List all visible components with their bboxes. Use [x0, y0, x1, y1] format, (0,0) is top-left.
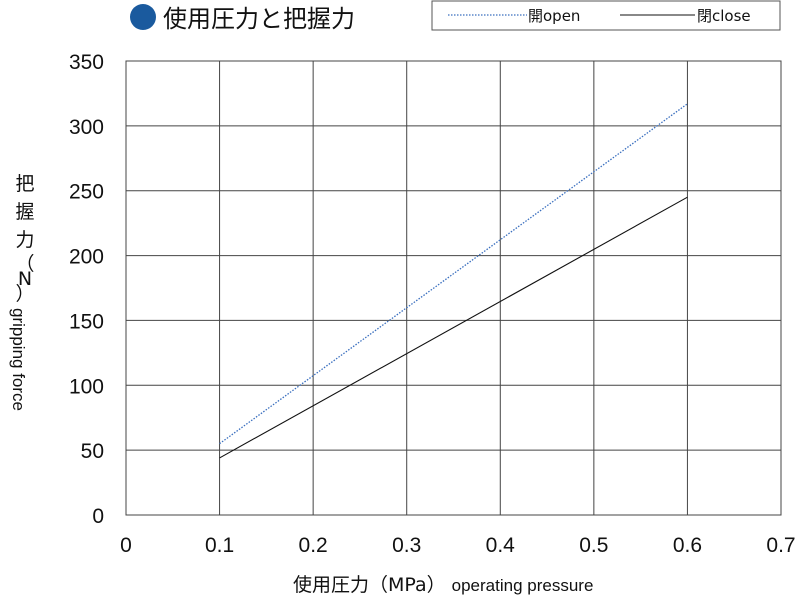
chart-title: 使用圧力と把握力 [163, 5, 355, 33]
x-axis-label-main: 使用圧力（MPa） [293, 574, 446, 596]
x-axis-label-sub: operating pressure [452, 576, 594, 595]
y-axis-label-char: 力 [15, 229, 34, 251]
y-tick-label: 50 [81, 440, 104, 463]
x-tick-label: 0.1 [205, 534, 234, 557]
grid [125, 60, 782, 516]
y-tick-label: 250 [69, 181, 104, 204]
y-tick-label: 200 [69, 246, 104, 269]
legend: 開open 閉close [431, 0, 781, 31]
series-layer [219, 103, 688, 459]
x-tick-label: 0.6 [673, 534, 702, 557]
y-axis-label: 把握力（N） [15, 173, 34, 305]
y-tick-labels: 0 50 100 150 200 250 300 350 [69, 51, 104, 528]
y-axis-label-char: （ [15, 253, 34, 275]
y-tick-label: 100 [69, 375, 104, 398]
y-tick-label: 0 [92, 505, 104, 528]
x-tick-label: 0 [120, 534, 132, 557]
chart-title-group: 使用圧力と把握力 [130, 4, 355, 33]
x-tick-label: 0.2 [299, 534, 328, 557]
y-axis-label-char: N [18, 268, 32, 290]
legend-label-close: 閉close [697, 7, 751, 25]
series-line-close [219, 196, 688, 459]
plot-frame [125, 60, 782, 516]
x-axis-label: 使用圧力（MPa） operating pressure [293, 574, 593, 596]
y-tick-label: 300 [69, 116, 104, 139]
y-axis-label-sub: gripping force [9, 308, 28, 411]
x-tick-label: 0.3 [392, 534, 421, 557]
y-axis-label-char: 把 [15, 173, 34, 195]
x-tick-label: 0.7 [766, 534, 795, 557]
y-tick-label: 350 [69, 51, 104, 74]
x-tick-labels: 0 0.1 0.2 0.3 0.4 0.5 0.6 0.7 [120, 534, 795, 557]
x-tick-label: 0.5 [579, 534, 608, 557]
title-bullet-icon [130, 4, 156, 30]
y-tick-label: 150 [69, 310, 104, 333]
legend-label-open: 開open [528, 7, 580, 25]
y-axis-label-char: 握 [15, 201, 34, 223]
series-line-open [219, 103, 688, 445]
x-tick-label: 0.4 [486, 534, 516, 557]
y-axis-label-char: ） [15, 283, 34, 305]
